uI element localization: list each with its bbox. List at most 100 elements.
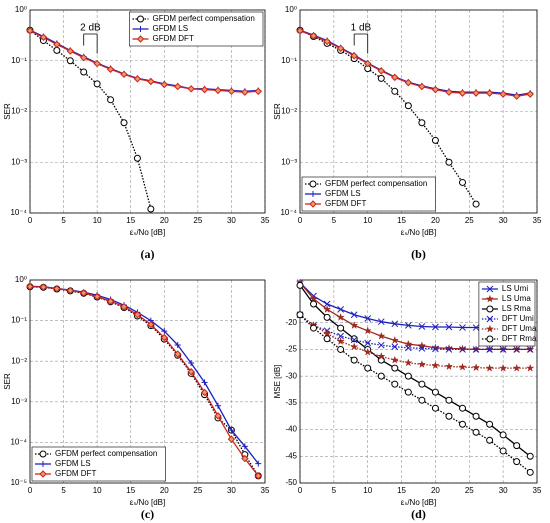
marker	[39, 470, 47, 478]
marker	[418, 345, 426, 352]
marker	[418, 323, 426, 330]
marker	[377, 318, 385, 326]
marker	[106, 65, 115, 73]
x-tick-label: 5	[61, 486, 66, 495]
marker	[107, 96, 115, 104]
y-tick-label: -50	[285, 478, 297, 487]
marker	[364, 59, 372, 68]
marker	[404, 339, 413, 348]
marker	[377, 74, 385, 82]
marker	[160, 333, 168, 342]
marker	[486, 346, 493, 353]
marker	[444, 362, 454, 371]
legend-label: GFDM perfect compensation	[153, 14, 255, 23]
y-tick-label: 10⁻³	[11, 397, 27, 406]
marker	[147, 205, 155, 213]
marker	[458, 344, 467, 353]
marker	[337, 306, 344, 313]
marker	[418, 119, 426, 127]
marker	[93, 80, 101, 88]
marker	[459, 178, 467, 186]
marker	[80, 289, 88, 297]
x-tick-label: 35	[533, 216, 542, 225]
y-tick-label: 10⁻²	[11, 107, 27, 116]
marker	[431, 85, 440, 94]
x-tick-label: 25	[193, 216, 202, 225]
marker	[323, 300, 331, 308]
marker	[499, 90, 507, 98]
marker	[228, 427, 235, 434]
marker	[322, 328, 332, 337]
marker	[418, 82, 426, 91]
marker	[391, 343, 399, 351]
legend-label: GFDM perfect compensation	[55, 449, 157, 458]
marker	[136, 35, 145, 43]
marker	[310, 300, 318, 308]
y-tick-label: -25	[285, 345, 297, 354]
x-tick-label: 30	[227, 216, 236, 225]
marker	[431, 388, 439, 396]
marker	[431, 404, 439, 412]
marker	[513, 346, 521, 353]
marker	[431, 361, 440, 370]
y-tick-label: 10⁻¹	[11, 316, 27, 325]
y-tick-label: 10⁻¹	[281, 56, 297, 65]
y-tick-label: 10⁻²	[281, 107, 297, 116]
marker	[80, 68, 88, 76]
marker	[174, 342, 181, 349]
legend-label: GFDM LS	[153, 24, 189, 33]
y-tick-label: -45	[285, 451, 297, 460]
x-tick-label: 15	[126, 486, 135, 495]
y-axis-label: SER	[273, 103, 282, 120]
caption: (d)	[411, 507, 426, 521]
marker	[458, 89, 467, 97]
y-axis-label: SER	[3, 103, 12, 120]
marker	[337, 332, 344, 340]
legend	[478, 281, 536, 347]
marker	[201, 379, 208, 386]
marker	[200, 388, 209, 397]
y-tick-label: 10⁻⁴	[10, 208, 27, 217]
marker	[26, 282, 34, 291]
x-tick-label: 0	[28, 486, 33, 495]
marker	[459, 346, 466, 353]
marker	[458, 362, 467, 371]
x-tick-label: 20	[431, 216, 440, 225]
y-tick-label: -30	[285, 371, 297, 380]
marker	[499, 431, 507, 439]
marker	[526, 363, 535, 372]
marker	[499, 447, 507, 455]
marker	[255, 460, 262, 467]
x-tick-label: 10	[363, 216, 372, 225]
marker	[322, 304, 332, 313]
marker	[376, 331, 386, 340]
marker	[404, 322, 412, 329]
marker	[471, 363, 481, 372]
marker	[417, 341, 427, 350]
annotation: 2 dB	[80, 23, 101, 34]
legend-label: GFDM LS	[55, 459, 91, 468]
x-tick-label: 30	[227, 486, 236, 495]
x-tick-label: 0	[28, 216, 33, 225]
marker	[323, 335, 331, 343]
marker	[66, 47, 74, 55]
y-axis-label: SER	[3, 373, 12, 390]
marker	[364, 364, 372, 372]
marker	[161, 328, 168, 335]
y-tick-label: 10⁻⁴	[280, 208, 297, 217]
marker	[472, 412, 480, 420]
marker	[404, 102, 412, 110]
annotation: 1 dB	[351, 23, 372, 34]
series-line	[29, 29, 152, 210]
marker	[364, 339, 372, 347]
marker	[93, 292, 101, 301]
x-tick-label: 30	[499, 486, 508, 495]
marker	[377, 67, 385, 75]
marker	[323, 313, 331, 321]
marker	[241, 88, 249, 96]
marker	[363, 347, 372, 356]
x-axis-label: εₛ/No [dB]	[401, 228, 436, 237]
marker	[377, 372, 385, 380]
marker	[417, 359, 427, 368]
x-tick-label: 30	[499, 216, 508, 225]
